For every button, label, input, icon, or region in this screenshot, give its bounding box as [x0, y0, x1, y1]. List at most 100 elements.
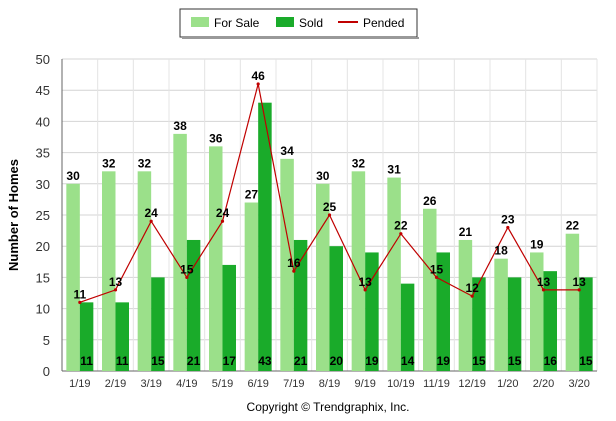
bar-sold-5-19	[222, 264, 236, 371]
point-pended-2-19	[113, 288, 118, 292]
legend-swatch-for-sale	[191, 17, 209, 27]
legend: For Sale Sold Pended	[179, 8, 419, 39]
bar-sold-3-19	[151, 277, 165, 371]
x-tick-label: 6/19	[247, 378, 268, 390]
bar-sold-9-19	[365, 252, 379, 371]
bar-for-sale-1-20	[494, 258, 508, 371]
bar-sold-1-20	[507, 277, 522, 371]
y-tick-label: 50	[36, 52, 50, 67]
y-tick-label: 0	[43, 364, 50, 379]
point-pended-6-19	[256, 82, 260, 86]
y-tick-label: 45	[36, 83, 50, 98]
plot-area: 0 5 10 15 20 25 30 35 40 45 50 1/19 2/19 3/19 4/19 5/19…	[36, 52, 598, 390]
label-sold-1-20: 15	[508, 354, 522, 368]
x-tick-label: 1/20	[497, 378, 518, 390]
x-tick-label: 7/19	[283, 378, 304, 390]
legend-label-pended: Pended	[363, 16, 404, 30]
label-pended-3-20: 13	[572, 275, 586, 289]
bar-sold-3-20	[579, 277, 593, 371]
label-for-sale-7-19: 34	[280, 144, 294, 158]
label-sold-7-19: 21	[294, 354, 308, 368]
label-for-sale-8-19: 30	[316, 169, 330, 183]
label-pended-11-19: 15	[430, 262, 444, 276]
x-tick-label: 10/19	[387, 378, 415, 390]
point-pended-1-20	[506, 225, 510, 230]
bar-sold-2-19	[115, 302, 129, 371]
bar-sold-12-19	[472, 277, 486, 371]
y-tick-label: 30	[36, 177, 50, 192]
bar-for-sale-11-19	[423, 208, 437, 371]
x-tick-label: 1/19	[69, 378, 90, 390]
y-tick-label: 25	[36, 208, 50, 223]
label-for-sale-11-19: 26	[423, 194, 437, 208]
point-pended-8-19	[327, 213, 332, 217]
label-pended-8-19: 25	[323, 200, 337, 214]
label-sold-3-20: 15	[579, 354, 593, 368]
y-tick-label: 40	[36, 114, 50, 129]
bar-for-sale-10-19	[387, 177, 401, 371]
bar-sold-2-20	[543, 271, 557, 371]
label-for-sale-5-19: 36	[209, 131, 223, 145]
x-tick-label: 2/19	[105, 378, 126, 390]
label-for-sale-4-19: 38	[173, 119, 187, 133]
label-sold-2-20: 16	[544, 354, 558, 368]
y-tick-label: 15	[36, 270, 50, 285]
point-pended-1-19	[78, 300, 82, 304]
x-tick-label: 9/19	[354, 378, 375, 390]
bar-for-sale-5-19	[209, 146, 223, 371]
label-sold-12-19: 15	[472, 354, 486, 368]
point-pended-9-19	[363, 288, 367, 292]
label-pended-10-19: 22	[394, 219, 408, 233]
label-for-sale-3-20: 22	[566, 219, 580, 233]
x-tick-label: 2/20	[533, 378, 554, 390]
label-sold-6-19: 43	[258, 354, 272, 368]
label-sold-2-19: 11	[116, 354, 129, 368]
label-pended-2-19: 13	[109, 275, 123, 289]
point-pended-12-19	[470, 294, 474, 298]
x-tick-label: 4/19	[176, 378, 197, 390]
bar-for-sale-7-19	[280, 158, 294, 371]
bar-for-sale-3-19	[137, 171, 152, 371]
bar-for-sale-2-20	[530, 252, 544, 371]
bar-for-sale-12-19	[458, 239, 473, 371]
label-pended-6-19: 46	[251, 69, 265, 83]
bar-for-sale-2-19	[102, 171, 116, 371]
label-pended-4-19: 15	[180, 262, 194, 276]
label-for-sale-2-20: 19	[530, 237, 544, 251]
bar-for-sale-3-20	[565, 233, 580, 371]
y-axis-label: Number of Homes	[6, 159, 21, 271]
bar-sold-6-19	[258, 102, 272, 372]
legend-label-sold: Sold	[299, 16, 323, 30]
point-pended-11-19	[434, 275, 439, 279]
point-pended-10-19	[399, 232, 403, 236]
point-pended-3-19	[149, 219, 153, 223]
label-sold-3-19: 15	[151, 354, 165, 368]
label-sold-1-19: 11	[80, 354, 93, 368]
label-sold-5-19: 17	[223, 354, 237, 368]
y-tick-label: 20	[36, 239, 50, 254]
label-sold-8-19: 20	[330, 354, 344, 368]
label-pended-9-19: 13	[358, 275, 372, 289]
bar-for-sale-4-19	[173, 133, 187, 371]
y-tick-label: 5	[43, 333, 50, 348]
label-sold-11-19: 19	[437, 354, 451, 368]
label-pended-7-19: 16	[287, 256, 301, 270]
label-for-sale-12-19: 21	[459, 225, 473, 239]
label-pended-1-20: 23	[501, 212, 515, 226]
bar-for-sale-6-19	[244, 202, 259, 371]
y-tick-label: 10	[36, 302, 50, 317]
label-pended-5-19: 24	[216, 206, 230, 220]
label-pended-12-19: 12	[465, 281, 479, 295]
x-tick-label: 11/19	[423, 378, 450, 390]
point-pended-3-20	[577, 288, 581, 292]
bar-sold-8-19	[329, 246, 343, 371]
x-tick-label: 3/20	[568, 378, 589, 390]
label-for-sale-10-19: 31	[387, 163, 401, 177]
bar-sold-10-19	[400, 283, 415, 371]
y-tick-label: 35	[36, 146, 50, 161]
label-for-sale-3-19: 32	[138, 156, 152, 170]
label-for-sale-6-19: 27	[245, 188, 259, 202]
point-pended-5-19	[220, 219, 225, 223]
label-for-sale-2-19: 32	[102, 156, 116, 170]
label-sold-9-19: 19	[365, 354, 379, 368]
